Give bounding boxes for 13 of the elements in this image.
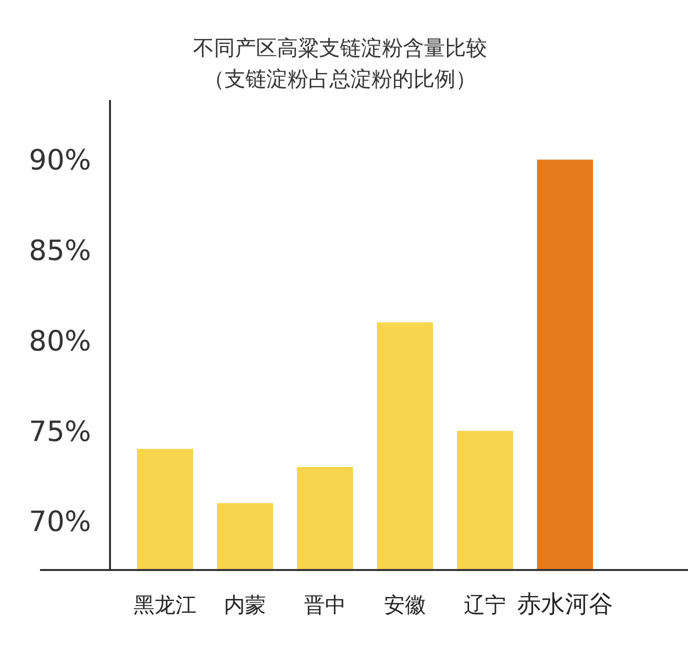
x-tick-label: 晋中 [304, 593, 346, 617]
x-tick-label: 黑龙江 [134, 593, 196, 617]
y-tick-label: 70% [28, 505, 92, 538]
x-tick-label: 辽宁 [464, 593, 506, 617]
x-tick-label: 安徽 [384, 593, 426, 617]
y-tick-label: 90% [28, 144, 92, 177]
y-tick-label: 85% [28, 234, 92, 268]
y-tick-label: 80% [28, 324, 92, 358]
y-tick-label: 75% [28, 414, 92, 448]
x-tick-label: 内蒙 [224, 593, 266, 617]
x-tick-label: 赤水河谷 [517, 590, 613, 618]
chart-subtitle: （支链淀粉占总淀粉的比例） [204, 67, 476, 91]
chart-title: 不同产区高粱支链淀粉含量比较 [193, 36, 487, 60]
